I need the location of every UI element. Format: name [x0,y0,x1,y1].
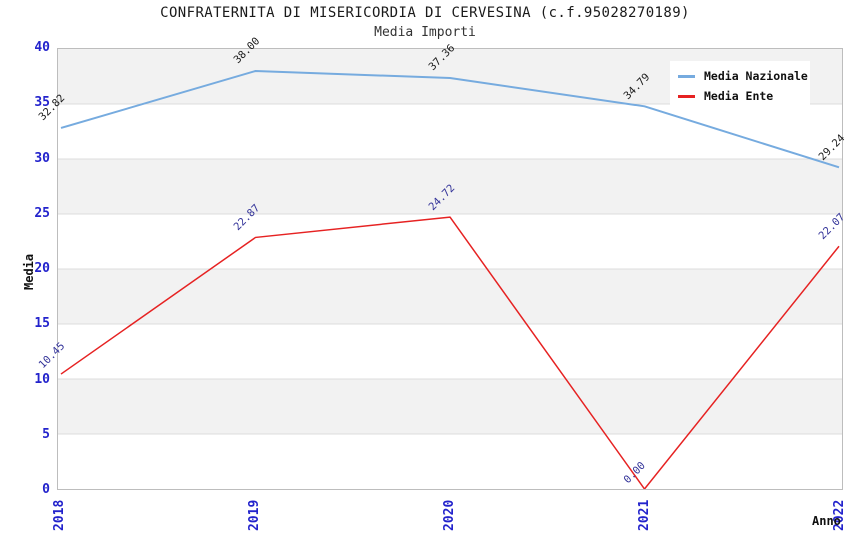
data-label-media-nazionale: 37.36 [426,42,458,74]
y-tick-label: 35 [34,95,50,111]
y-tick-label: 0 [42,482,50,497]
y-tick-label: 20 [34,261,50,276]
y-tick-label: 40 [34,40,50,55]
y-tick-label: 15 [34,316,50,332]
plot-area: 32.82 38.00 37.36 34.79 29.24 10.45 22.87 24.72… [37,35,848,490]
data-label-media-nazionale: 38.00 [231,35,263,67]
y-tick-label: 10 [34,371,50,387]
y-tick-label: 25 [34,205,50,221]
legend-item: Media Ente [678,86,802,106]
x-tick-label: 2020 [442,499,457,531]
data-label-media-ente: 24.72 [426,182,458,213]
data-label-layer: 32.82 38.00 37.36 34.79 29.24 10.45 22.87 24.72… [37,35,848,489]
legend-label: Media Ente [704,89,774,103]
data-label-media-ente: 10.45 [36,339,68,371]
data-label-media-ente: 0.00 [621,459,648,486]
legend-label: Media Nazionale [704,69,808,83]
legend-item: Media Nazionale [678,66,808,86]
grid-band [58,269,842,324]
y-tick-label: 5 [42,426,50,442]
legend-swatch-media-ente [678,94,695,98]
x-tick-label: 2021 [637,499,652,531]
x-tick-label: 2018 [52,499,67,531]
data-label-media-nazionale: 34.79 [621,70,653,102]
chart-title: CONFRATERNITA DI MISERICORDIA DI CERVESI… [160,5,690,21]
legend-swatch-media-nazionale [678,74,695,78]
series-line-media-ente [60,216,840,489]
x-tick-label: 2019 [247,499,262,531]
y-tick-label: 30 [34,150,50,166]
chart-subtitle: Media Importi [374,25,476,40]
data-label-media-ente: 22.87 [231,202,263,234]
legend: Media Nazionale Media Ente [670,61,810,111]
grid-band [58,159,842,214]
data-label-media-ente: 22.07 [816,211,848,243]
data-label-media-nazionale: 29.24 [816,132,848,163]
x-axis-title: Anno [812,514,841,528]
series-line-media-nazionale [60,70,840,169]
plot-canvas [58,49,842,489]
